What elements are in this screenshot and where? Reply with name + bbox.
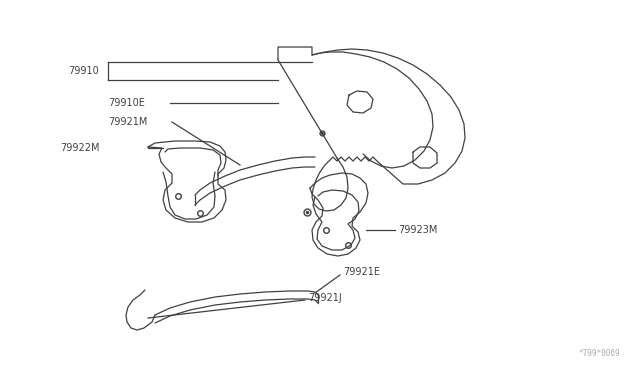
Text: 79921E: 79921E (343, 267, 380, 277)
Text: 79910: 79910 (68, 66, 99, 76)
Text: *799*0069: *799*0069 (579, 349, 620, 358)
Text: 79921M: 79921M (108, 117, 147, 127)
Text: 79923M: 79923M (398, 225, 437, 235)
Text: 79910E: 79910E (108, 98, 145, 108)
Text: 79921J: 79921J (308, 293, 342, 303)
Text: 79922M: 79922M (60, 143, 99, 153)
